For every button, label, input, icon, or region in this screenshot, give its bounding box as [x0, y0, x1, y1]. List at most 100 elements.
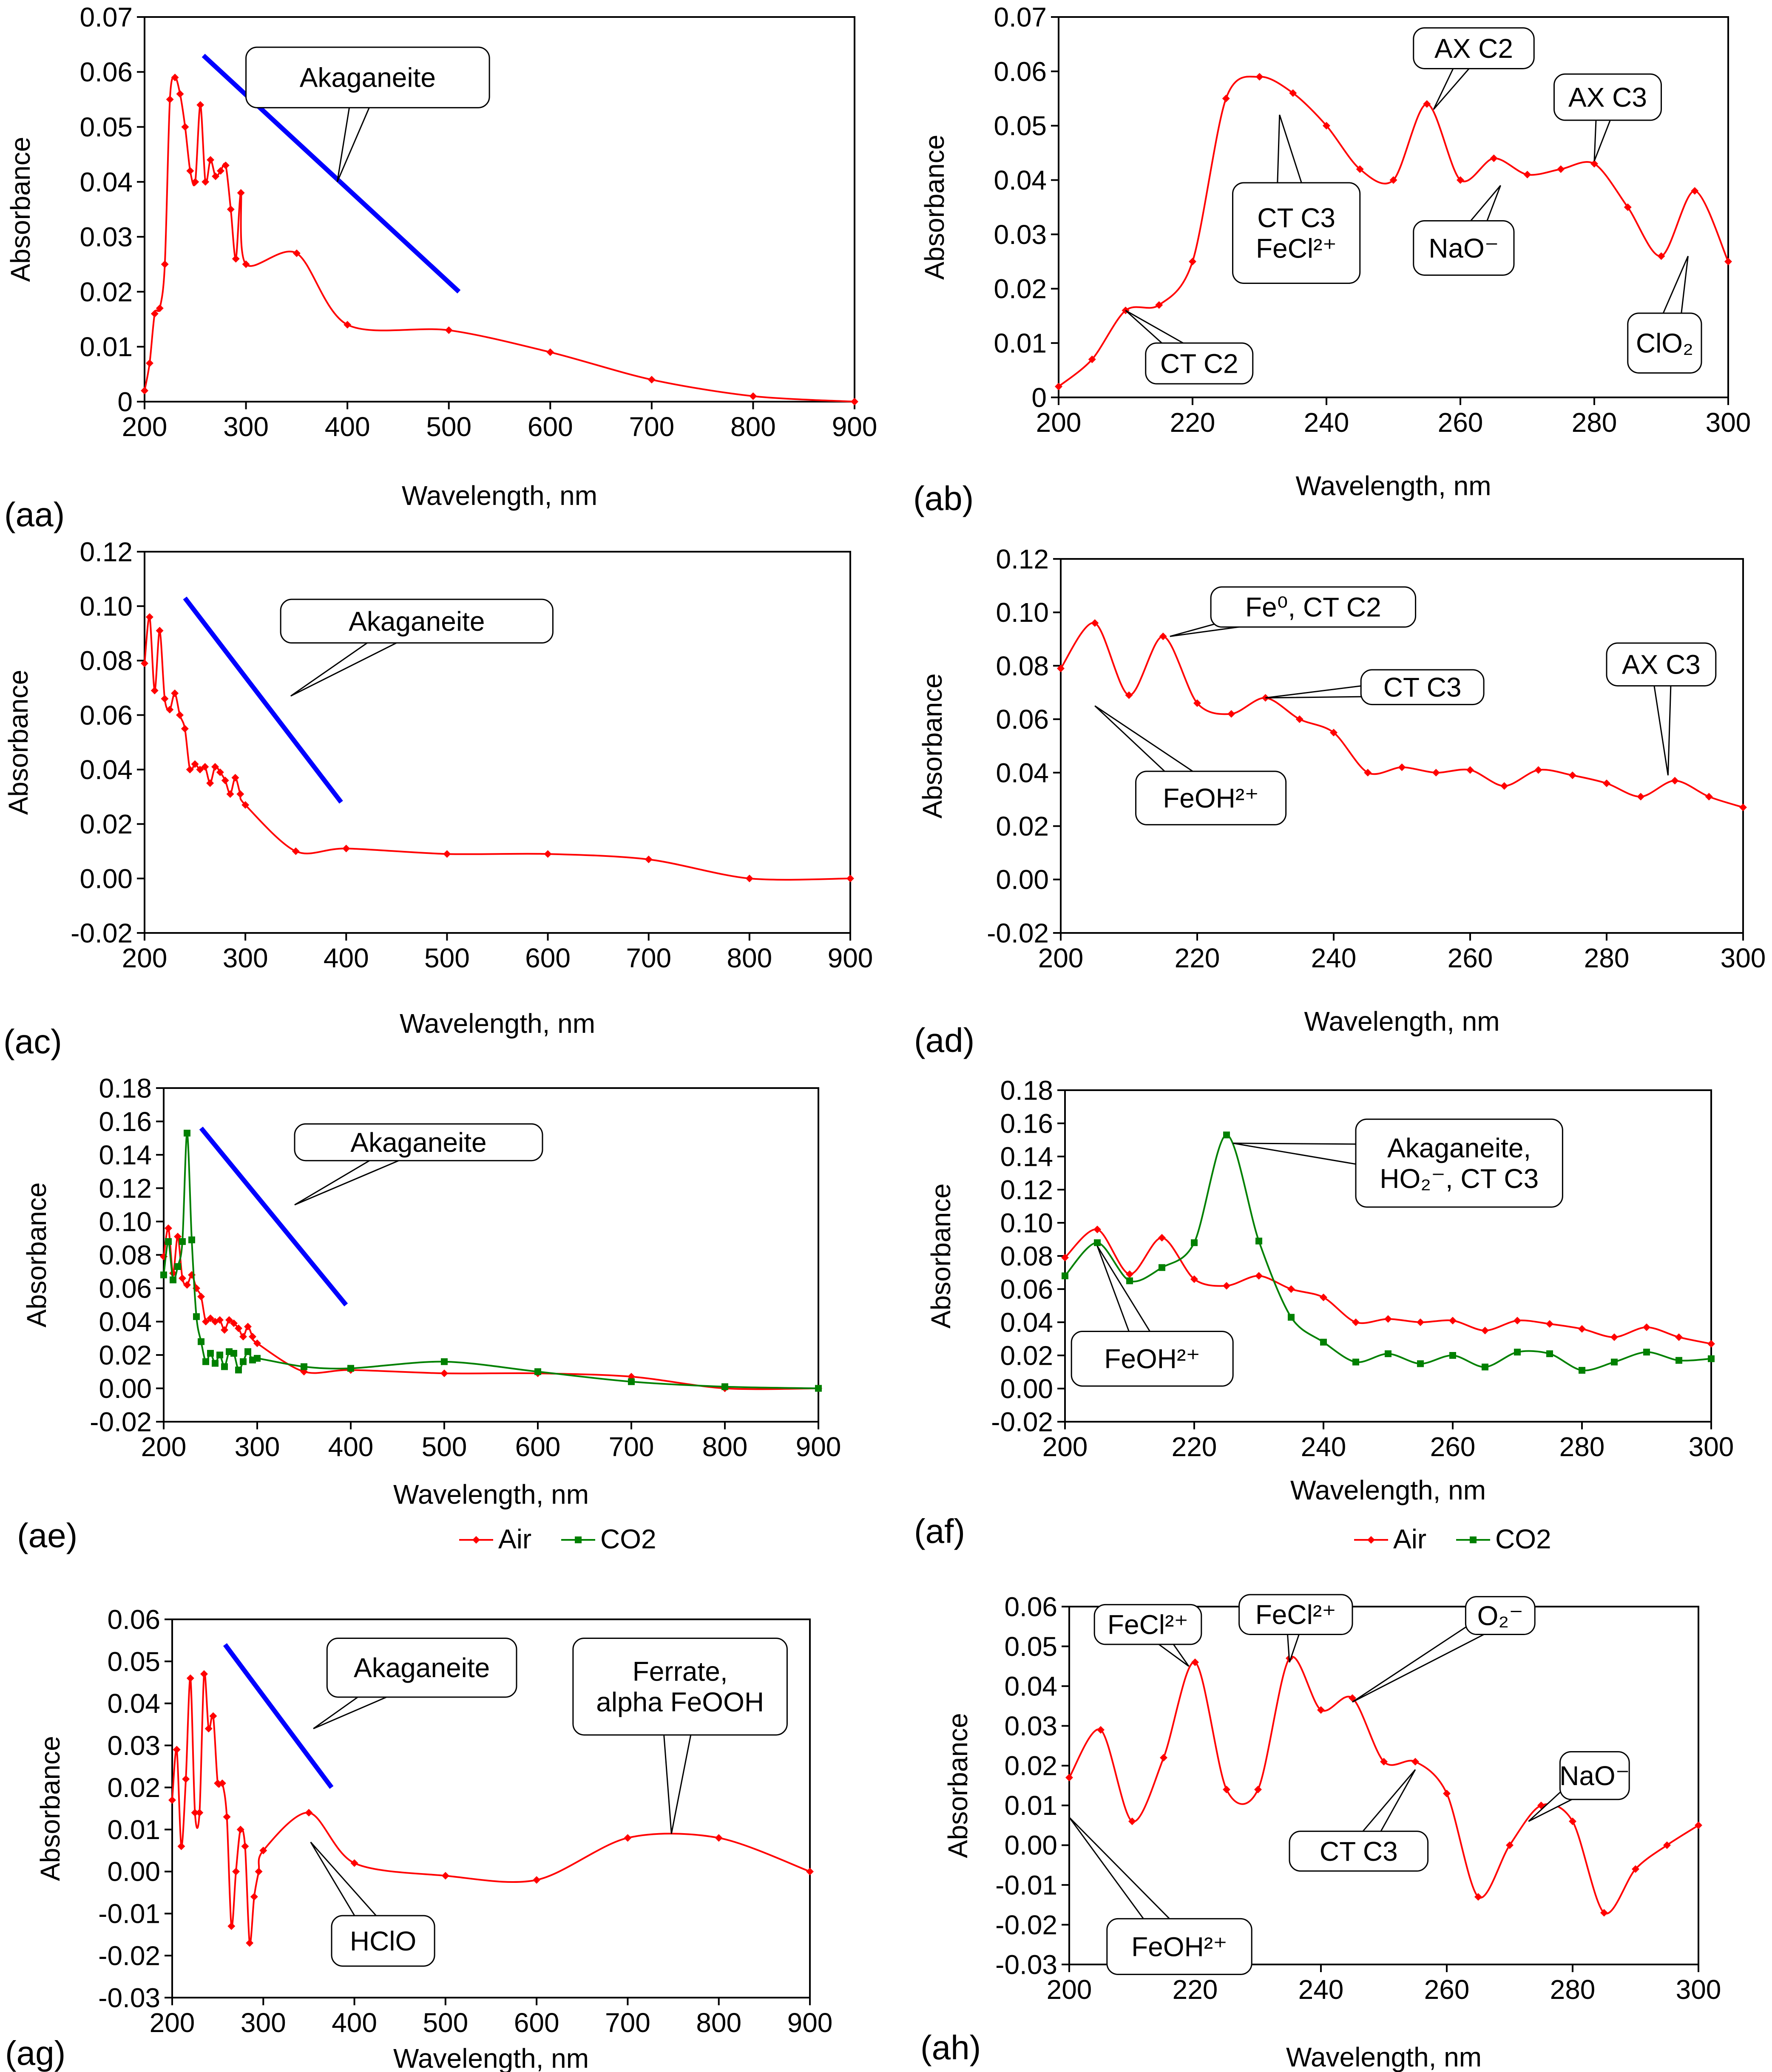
y-tick-label: 0.04 — [107, 1688, 160, 1719]
data-point-air — [211, 763, 219, 771]
data-point-air — [151, 686, 159, 694]
panel-label: (ah) — [920, 2029, 981, 2066]
data-point-air — [1411, 1757, 1419, 1766]
y-tick-label: 0.00 — [99, 1373, 152, 1404]
callout-fill — [1414, 29, 1533, 68]
data-point-air — [255, 1868, 263, 1876]
data-point-air — [1189, 258, 1196, 266]
callout-fill — [282, 601, 552, 642]
callout: AX C3 — [1606, 642, 1717, 776]
y-tick-label: 0.08 — [1000, 1241, 1053, 1271]
data-point-air — [1603, 779, 1610, 787]
data-point-air — [806, 1868, 814, 1876]
y-tick-label: 0.05 — [107, 1646, 160, 1677]
x-tick-label: 280 — [1584, 943, 1630, 973]
data-point-air — [1364, 768, 1372, 777]
data-point-air — [1705, 793, 1713, 801]
data-point-air — [181, 725, 189, 733]
x-tick-label: 200 — [141, 1431, 187, 1462]
data-point-air — [1191, 1658, 1199, 1666]
callout: Akaganeite — [245, 46, 490, 182]
x-axis-label: Wavelength, nm — [400, 1008, 595, 1039]
data-point-co2 — [301, 1363, 307, 1370]
callout-fill — [1357, 1120, 1562, 1206]
data-point-co2 — [207, 1350, 214, 1357]
guide-line — [223, 1643, 334, 1789]
data-point-air — [1125, 691, 1133, 699]
data-point-air — [1671, 777, 1679, 785]
callout-fill — [1212, 588, 1414, 626]
callout-text: Akaganeite — [300, 62, 436, 93]
data-point-air — [1097, 1726, 1105, 1734]
plot-frame — [171, 1618, 811, 1998]
x-tick-label: 800 — [730, 411, 776, 442]
data-point-air — [1417, 1318, 1424, 1326]
callout-text: CT C3 — [1383, 672, 1462, 703]
data-point-co2 — [1320, 1338, 1327, 1346]
x-axis-label: Wavelength, nm — [1295, 471, 1491, 501]
x-tick-label: 400 — [324, 943, 369, 973]
x-tick-label: 700 — [609, 1431, 654, 1462]
data-point-co2 — [179, 1238, 186, 1245]
y-tick-label: -0.02 — [995, 1910, 1057, 1940]
data-point-air — [1474, 1893, 1482, 1901]
callout-text: Fe⁰, CT C2 — [1245, 592, 1381, 623]
callout: ClO₂ — [1627, 255, 1702, 374]
data-point-air — [1061, 1253, 1069, 1261]
callout-text: alpha FeOOH — [596, 1687, 764, 1718]
x-tick-label: 400 — [328, 1431, 374, 1462]
x-tick-label: 900 — [832, 411, 877, 442]
x-tick-label: 500 — [426, 411, 471, 442]
data-point-air — [196, 101, 204, 109]
data-point-co2 — [254, 1355, 261, 1362]
x-tick-label: 600 — [514, 2007, 559, 2038]
callout: O₂⁻ — [1352, 1596, 1536, 1703]
series-line-air — [1068, 1656, 1699, 1915]
panel-label: (aa) — [4, 496, 65, 533]
y-tick-label: 0.00 — [1004, 1830, 1057, 1861]
data-point-air — [1352, 1318, 1360, 1326]
callout-text: HClO — [350, 1926, 416, 1956]
x-axis-label: Wavelength, nm — [1290, 1475, 1486, 1505]
y-tick-label: -0.02 — [71, 918, 133, 948]
x-axis-label: Wavelength, nm — [1286, 2042, 1482, 2072]
y-tick-label: 0.16 — [1000, 1108, 1053, 1139]
data-point-air — [1065, 1774, 1073, 1782]
callout-fill — [328, 1639, 515, 1696]
x-tick-label: 220 — [1170, 407, 1215, 438]
callout-fill — [1629, 314, 1700, 372]
data-point-air — [1398, 763, 1406, 771]
panel-af: -0.020.000.020.040.060.080.100.120.140.1… — [914, 1075, 1734, 1554]
callout: Akaganeite — [280, 598, 554, 697]
x-tick-label: 260 — [1424, 1974, 1470, 2005]
x-tick-label: 900 — [796, 1431, 841, 1462]
data-point-co2 — [721, 1383, 728, 1390]
y-tick-label: 0.02 — [1004, 1751, 1057, 1781]
y-tick-label: 0.04 — [996, 757, 1049, 788]
callout-fill — [1467, 1598, 1534, 1633]
y-tick-label: -0.03 — [98, 1982, 160, 2013]
x-tick-label: 600 — [515, 1431, 561, 1462]
data-point-co2 — [628, 1378, 635, 1385]
x-tick-label: 300 — [1689, 1431, 1734, 1462]
y-tick-label: 0.14 — [1000, 1141, 1053, 1172]
data-point-co2 — [1062, 1272, 1068, 1279]
data-point-air — [166, 706, 174, 714]
data-point-air — [1317, 1706, 1325, 1714]
x-tick-label: 200 — [1038, 943, 1084, 973]
data-point-air — [1610, 1333, 1618, 1341]
data-point-air — [216, 167, 224, 175]
data-point-air — [236, 790, 244, 798]
data-point-air — [1356, 165, 1364, 173]
y-tick-label: 0.06 — [80, 57, 133, 88]
data-point-air — [1323, 122, 1330, 130]
data-point-air — [207, 1314, 214, 1322]
x-tick-label: 800 — [696, 2007, 741, 2038]
data-point-air — [1222, 94, 1230, 102]
data-point-air — [645, 856, 653, 864]
y-tick-label: 0.01 — [107, 1814, 160, 1845]
data-point-air — [207, 156, 215, 164]
panel-label: (ag) — [5, 2034, 65, 2072]
y-tick-label: 0.06 — [80, 700, 133, 731]
